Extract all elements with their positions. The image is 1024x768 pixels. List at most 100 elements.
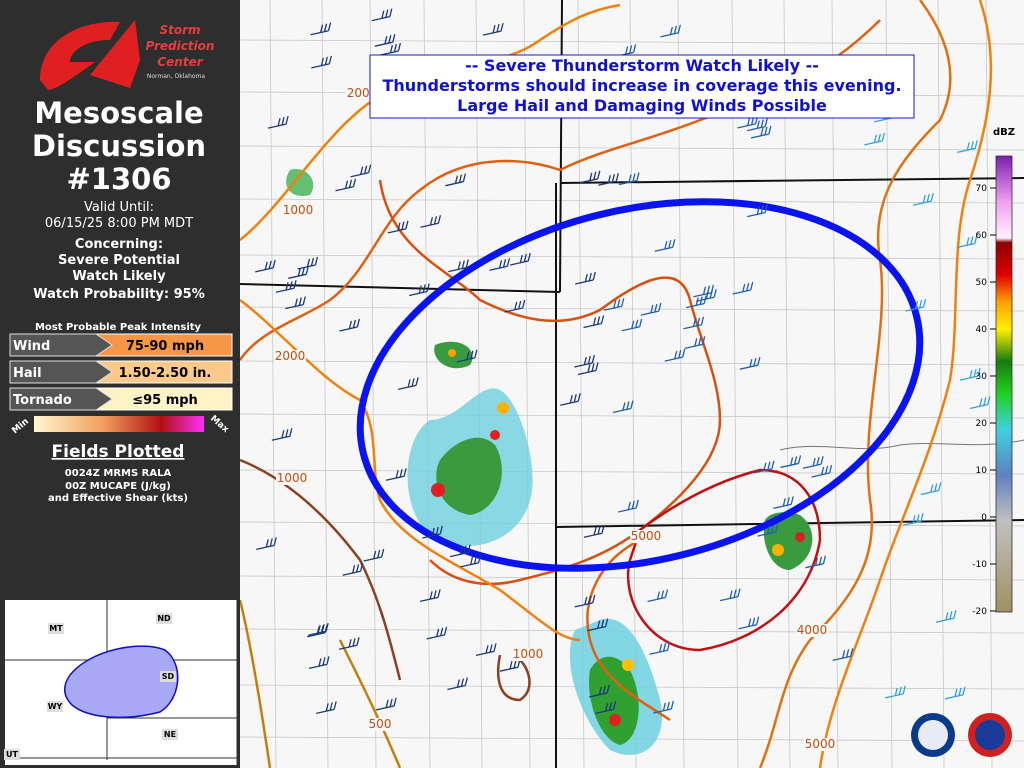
wind-barb — [448, 259, 469, 273]
wind-barb — [311, 55, 332, 69]
wind-barb — [802, 456, 824, 469]
wind-barb — [375, 697, 397, 711]
md-title: Mesoscale — [34, 96, 203, 130]
wind-barb — [780, 455, 802, 469]
wind-barb — [732, 281, 754, 295]
wind-barb — [719, 588, 741, 602]
wind-barb — [693, 284, 715, 298]
wind-barb — [339, 318, 360, 332]
wind-barb — [583, 315, 605, 329]
wind-barb — [832, 648, 854, 661]
contour-label: 5000 — [631, 529, 662, 543]
wind-barb — [753, 460, 775, 474]
wind-barb — [654, 239, 676, 252]
nws-logo — [975, 720, 1005, 750]
wind-barb — [944, 686, 966, 700]
wind-barb — [380, 42, 402, 56]
wind-barb — [913, 192, 934, 206]
state-label-box — [47, 701, 63, 712]
fields-line: and Effective Shear (kts) — [48, 493, 188, 504]
md-outline — [356, 198, 924, 572]
wind-barb — [603, 298, 625, 311]
wind-barb — [583, 525, 605, 538]
label-halo — [630, 530, 662, 543]
wind-barb — [660, 24, 681, 38]
label-halo — [804, 738, 836, 751]
wind-barb — [589, 684, 610, 698]
wind-barb — [297, 256, 319, 270]
wind-barb — [397, 377, 419, 391]
wind-barb — [615, 44, 637, 58]
wind-barb — [618, 172, 640, 186]
state-label-box — [162, 729, 178, 740]
wind-barb — [574, 354, 595, 368]
wind-barb — [579, 170, 601, 184]
wind-barb — [560, 393, 581, 406]
wind-barb — [750, 125, 772, 139]
state-label-box — [48, 623, 64, 634]
spc-logo — [40, 20, 140, 90]
fields-line: 00Z MUCAPE (J/kg) — [65, 481, 171, 492]
wind-barb — [739, 357, 761, 370]
hazard-value: 75-90 mph — [126, 339, 204, 354]
md-title: Discussion — [32, 129, 206, 163]
wind-barb — [409, 283, 430, 297]
wind-barb — [905, 298, 927, 312]
logo-text: Center — [157, 55, 203, 69]
label-halo — [364, 718, 396, 731]
banner-line: -- Severe Thunderstorm Watch Likely -- — [465, 56, 819, 75]
wind-barb — [956, 235, 978, 249]
wind-barb — [374, 34, 396, 47]
wind-barb — [504, 299, 526, 313]
wind-barb — [684, 336, 706, 349]
label-halo — [276, 472, 308, 485]
colorbar — [995, 155, 1013, 613]
wind-barb — [422, 525, 443, 539]
hazard-label: Tornado — [13, 393, 72, 408]
wind-barb — [256, 537, 277, 551]
banner-line: Large Hail and Damaging Winds Possible — [457, 96, 827, 115]
wind-barb — [957, 140, 978, 154]
wind-barb — [747, 118, 768, 132]
wind-barb — [445, 173, 467, 187]
hazard-box — [9, 387, 113, 411]
wind-barb — [811, 464, 833, 478]
contour-label: 500 — [369, 717, 392, 731]
wind-barb — [342, 563, 364, 576]
wind-barb — [653, 700, 674, 714]
wind-barb — [456, 349, 478, 363]
contour-label: 1000 — [513, 647, 544, 661]
state-label: WY — [48, 702, 63, 711]
wind-barb — [773, 496, 794, 510]
logo-location: Norman, Oklahoma — [147, 73, 206, 80]
wind-barb — [271, 428, 293, 441]
wind-barb — [864, 132, 886, 146]
colorbar-label: dBZ — [993, 127, 1015, 138]
state-label: UT — [6, 750, 18, 759]
contour-label: 1000 — [283, 203, 314, 217]
colorbar-tick-label: 60 — [976, 231, 988, 241]
wind-barb — [371, 8, 393, 22]
banner-box — [369, 54, 915, 119]
colorbar-tick-label: 0 — [981, 513, 987, 523]
wind-barb — [447, 677, 469, 691]
colorbar-tick-label: -10 — [972, 560, 987, 570]
hazard-value: 1.50-2.50 in. — [119, 366, 212, 381]
wind-barb — [738, 616, 760, 630]
wind-barb — [363, 548, 385, 562]
hazard-label: Wind — [13, 339, 50, 354]
colorbar-tick-label: -20 — [972, 607, 987, 617]
wind-barb — [510, 252, 531, 266]
wind-barb — [969, 396, 991, 410]
wind-barb — [577, 362, 599, 376]
label-halo — [796, 624, 828, 637]
wind-barb — [647, 589, 669, 603]
contour-label: 2000 — [275, 349, 306, 363]
wind-barb — [595, 701, 617, 714]
concerning: Severe Potential — [58, 253, 180, 268]
wind-barb — [306, 624, 328, 638]
hazard-label: Hail — [13, 366, 42, 381]
wind-barb — [310, 22, 332, 36]
wind-barb — [316, 701, 337, 715]
